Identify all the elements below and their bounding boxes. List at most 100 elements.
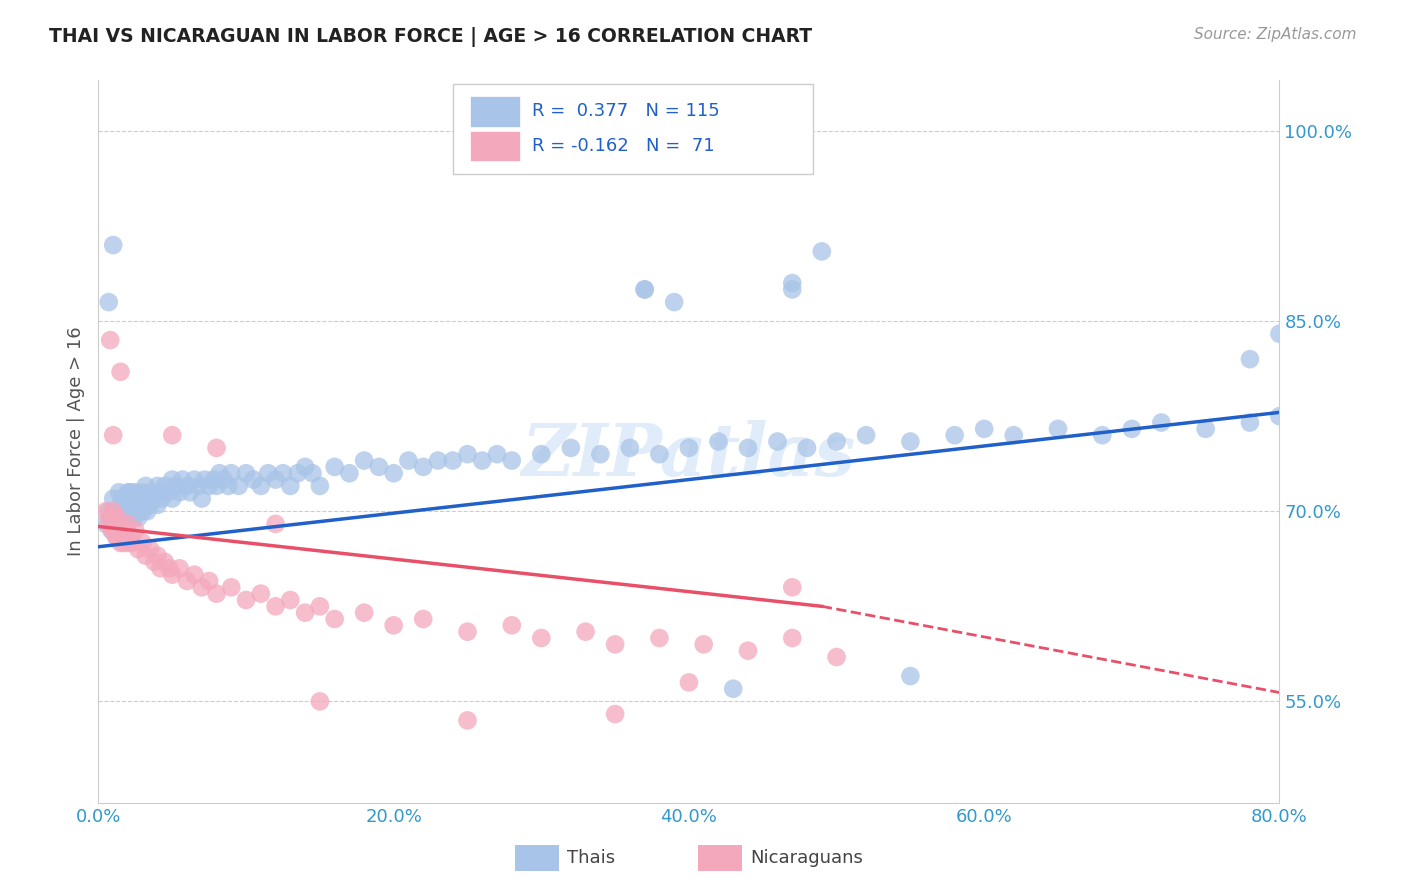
Point (117, 510, 139, 524)
Point (855, 428, 877, 442)
Point (94, 504, 117, 518)
Point (153, 479, 176, 493)
Point (112, 504, 135, 518)
Point (198, 574, 221, 588)
Point (221, 580, 243, 594)
Point (212, 473, 235, 487)
Point (782, 276, 804, 290)
Point (125, 498, 148, 512)
Point (634, 282, 657, 296)
Point (202, 473, 225, 487)
Point (782, 631, 804, 645)
Point (146, 479, 169, 493)
FancyBboxPatch shape (516, 845, 560, 871)
Point (737, 643, 759, 657)
Point (1239, 352, 1261, 367)
Point (205, 479, 228, 493)
Point (412, 459, 434, 474)
Point (139, 498, 162, 512)
Point (104, 523, 127, 537)
Point (353, 453, 375, 467)
Point (156, 485, 179, 500)
Point (146, 498, 169, 512)
Point (198, 479, 221, 493)
Point (124, 504, 146, 518)
Point (368, 459, 391, 474)
FancyBboxPatch shape (471, 96, 520, 127)
Point (309, 694, 332, 708)
Point (782, 282, 804, 296)
Point (280, 479, 302, 493)
Point (648, 447, 671, 461)
Point (501, 618, 523, 632)
Point (135, 479, 157, 493)
Point (107, 510, 129, 524)
Text: THAI VS NICARAGUAN IN LABOR FORCE | AGE > 16 CORRELATION CHART: THAI VS NICARAGUAN IN LABOR FORCE | AGE … (49, 27, 813, 46)
Point (205, 587, 228, 601)
Point (97, 516, 120, 531)
Point (1091, 428, 1114, 442)
Point (287, 467, 309, 481)
Point (114, 498, 136, 512)
Point (111, 491, 134, 506)
Point (97, 295, 120, 310)
Point (382, 467, 405, 481)
Point (120, 485, 142, 500)
Point (127, 510, 149, 524)
Point (103, 428, 125, 442)
Point (110, 516, 132, 531)
Point (98, 510, 121, 524)
Point (124, 523, 146, 537)
Point (157, 561, 180, 575)
Point (139, 542, 162, 557)
Text: R =  0.377   N = 115: R = 0.377 N = 115 (531, 103, 720, 120)
Point (112, 530, 135, 544)
Point (530, 631, 553, 645)
Point (100, 523, 122, 537)
Point (294, 606, 316, 620)
Point (825, 650, 848, 665)
Point (128, 491, 150, 506)
Point (111, 510, 134, 524)
Point (132, 536, 155, 550)
Point (100, 523, 122, 537)
Point (107, 510, 129, 524)
Point (723, 681, 745, 696)
Point (457, 624, 479, 639)
Point (143, 491, 166, 506)
Point (560, 441, 582, 455)
Point (149, 561, 172, 575)
Point (339, 467, 361, 481)
Point (678, 441, 700, 455)
Point (117, 536, 139, 550)
Point (110, 498, 132, 512)
Point (194, 473, 217, 487)
Point (782, 580, 804, 594)
Point (271, 467, 294, 481)
Point (1239, 416, 1261, 430)
Point (105, 530, 128, 544)
Point (796, 441, 818, 455)
Point (179, 485, 201, 500)
Point (398, 453, 420, 467)
Point (1002, 428, 1025, 442)
Point (1150, 416, 1173, 430)
Point (187, 479, 209, 493)
FancyBboxPatch shape (471, 131, 520, 161)
Text: Nicaraguans: Nicaraguans (751, 848, 863, 867)
Point (242, 473, 264, 487)
Point (162, 473, 183, 487)
Point (294, 459, 316, 474)
Point (264, 599, 287, 614)
Point (105, 530, 128, 544)
Point (108, 523, 131, 537)
Point (165, 479, 187, 493)
Point (250, 479, 273, 493)
Point (257, 467, 280, 481)
Point (132, 504, 155, 518)
Point (110, 536, 132, 550)
Point (323, 612, 346, 626)
Point (323, 459, 346, 474)
Point (693, 637, 716, 651)
Point (309, 599, 332, 614)
